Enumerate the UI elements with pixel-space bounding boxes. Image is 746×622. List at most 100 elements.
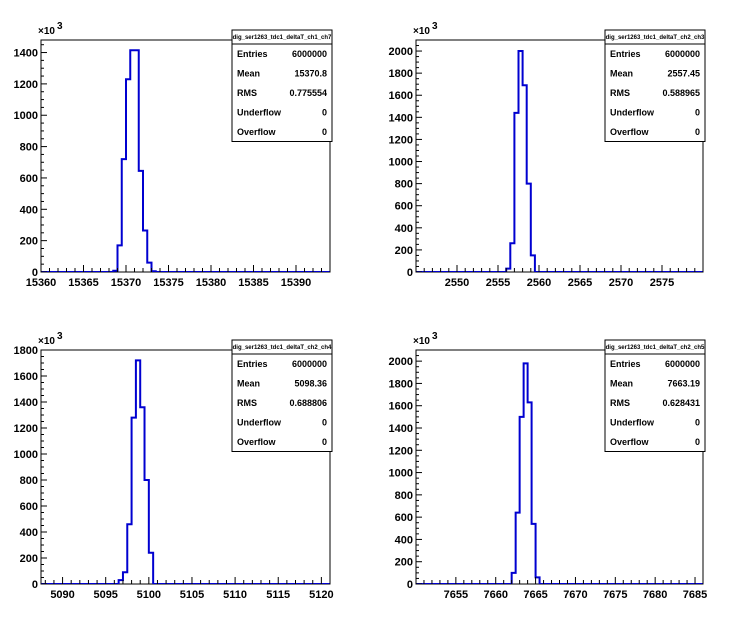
- stats-value-underflow: 0: [322, 418, 327, 428]
- stats-label-rms: RMS: [610, 398, 630, 408]
- y-tick-label: 1800: [389, 68, 413, 80]
- y-exponent-label: ×10: [38, 336, 55, 347]
- stats-label-entries: Entries: [610, 359, 641, 369]
- histogram-bin: [519, 51, 523, 272]
- stats-value-mean: 5098.36: [294, 379, 327, 389]
- y-exponent-power: 3: [57, 21, 63, 32]
- stats-label-underflow: Underflow: [610, 418, 655, 428]
- histogram-bin: [113, 271, 117, 272]
- stats-label-overflow: Overflow: [237, 127, 277, 137]
- x-tick-label: 7670: [563, 589, 587, 601]
- histogram-title: dig_ser1263_tdc1_deltaT_ch2_ch3: [606, 35, 705, 41]
- stats-value-entries: 6000000: [665, 359, 700, 369]
- x-tick-label: 5095: [93, 589, 117, 601]
- x-tick-label: 15375: [153, 277, 184, 289]
- stats-value-rms: 0.628431: [662, 398, 700, 408]
- stats-value-underflow: 0: [322, 108, 327, 118]
- x-tick-label: 5115: [266, 589, 290, 601]
- stats-value-underflow: 0: [695, 418, 700, 428]
- stats-value-rms: 0.688806: [289, 398, 327, 408]
- y-tick-label: 1200: [389, 134, 413, 146]
- stats-label-rms: RMS: [237, 398, 257, 408]
- x-tick-label: 2555: [486, 277, 510, 289]
- histogram-series: [41, 49, 330, 272]
- y-tick-label: 1400: [389, 112, 413, 124]
- y-tick-label: 1400: [14, 397, 38, 409]
- y-tick-label: 800: [395, 490, 413, 502]
- y-tick-label: 1000: [389, 468, 413, 480]
- y-exponent-label: ×10: [38, 26, 55, 37]
- stats-label-entries: Entries: [237, 49, 268, 59]
- histogram-bin: [147, 263, 151, 272]
- x-tick-label: 5105: [180, 589, 204, 601]
- stats-value-underflow: 0: [695, 108, 700, 118]
- histogram-bin: [506, 269, 510, 272]
- x-tick-label: 5110: [223, 589, 247, 601]
- stats-label-mean: Mean: [610, 379, 633, 389]
- histogram-bin: [536, 577, 540, 584]
- histogram-bin: [127, 524, 131, 584]
- y-tick-label: 200: [20, 553, 38, 565]
- stats-label-underflow: Underflow: [237, 418, 282, 428]
- histogram-bin: [516, 513, 520, 584]
- y-tick-label: 2000: [389, 356, 413, 368]
- stats-value-overflow: 0: [322, 437, 327, 447]
- histogram-bin: [139, 171, 143, 272]
- histogram-title: dig_ser1263_tdc1_deltaT_ch2_ch4: [233, 345, 332, 351]
- x-tick-label: 7675: [603, 589, 627, 601]
- y-tick-label: 200: [395, 245, 413, 257]
- stats-value-rms: 0.775554: [289, 88, 327, 98]
- x-tick-label: 2575: [650, 277, 674, 289]
- x-tick-label: 15385: [238, 277, 269, 289]
- y-tick-label: 800: [20, 475, 38, 487]
- y-tick-label: 800: [395, 179, 413, 191]
- y-tick-label: 600: [20, 173, 38, 185]
- y-tick-label: 1600: [14, 371, 38, 383]
- y-tick-label: 1600: [389, 90, 413, 102]
- y-tick-label: 200: [20, 236, 38, 248]
- x-tick-label: 5090: [50, 589, 74, 601]
- y-tick-label: 200: [395, 557, 413, 569]
- histogram-bin: [524, 363, 528, 584]
- stats-label-overflow: Overflow: [610, 437, 650, 447]
- x-tick-label: 15390: [281, 277, 312, 289]
- y-tick-label: 400: [395, 534, 413, 546]
- histogram-panel-2: 0 200 400 600 800 1000 1200 1400 1600 1800 2000 255…: [389, 21, 706, 289]
- histogram-bin: [152, 271, 156, 272]
- y-tick-label: 0: [32, 579, 38, 591]
- y-tick-label: 1200: [389, 445, 413, 457]
- y-tick-label: 1400: [14, 48, 38, 60]
- stats-value-entries: 6000000: [292, 49, 327, 59]
- x-tick-label: 15380: [196, 277, 227, 289]
- histogram-series: [41, 359, 330, 584]
- x-tick-label: 2560: [527, 277, 551, 289]
- histogram-bin: [119, 580, 123, 584]
- stats-label-rms: RMS: [610, 88, 630, 98]
- stats-box-frame: [231, 29, 333, 142]
- y-exponent-power: 3: [432, 331, 438, 342]
- histogram-bin: [126, 79, 130, 272]
- histogram-bin: [532, 524, 536, 584]
- y-exponent-label: ×10: [413, 26, 430, 37]
- x-tick-label: 5100: [137, 589, 161, 601]
- stats-value-mean: 2557.45: [667, 69, 700, 79]
- histogram-bin: [145, 480, 149, 584]
- x-tick-label: 2570: [609, 277, 633, 289]
- stats-box: dig_ser1263_tdc1_deltaT_ch2_ch5 Entries 60…: [604, 339, 706, 452]
- y-tick-label: 600: [395, 512, 413, 524]
- y-tick-label: 0: [407, 267, 413, 279]
- histogram-bin: [514, 113, 518, 272]
- histogram-bin: [122, 159, 126, 272]
- x-tick-label: 7680: [643, 589, 667, 601]
- y-tick-label: 400: [20, 527, 38, 539]
- histogram-bin: [135, 50, 139, 272]
- y-exponent-label: ×10: [413, 336, 430, 347]
- y-tick-label: 1200: [14, 423, 38, 435]
- histogram-bin: [528, 402, 532, 584]
- y-tick-label: 1000: [389, 157, 413, 169]
- stats-label-entries: Entries: [237, 359, 268, 369]
- stats-box-frame: [604, 339, 706, 452]
- histogram-bin: [510, 243, 514, 272]
- histogram-bin: [149, 553, 153, 584]
